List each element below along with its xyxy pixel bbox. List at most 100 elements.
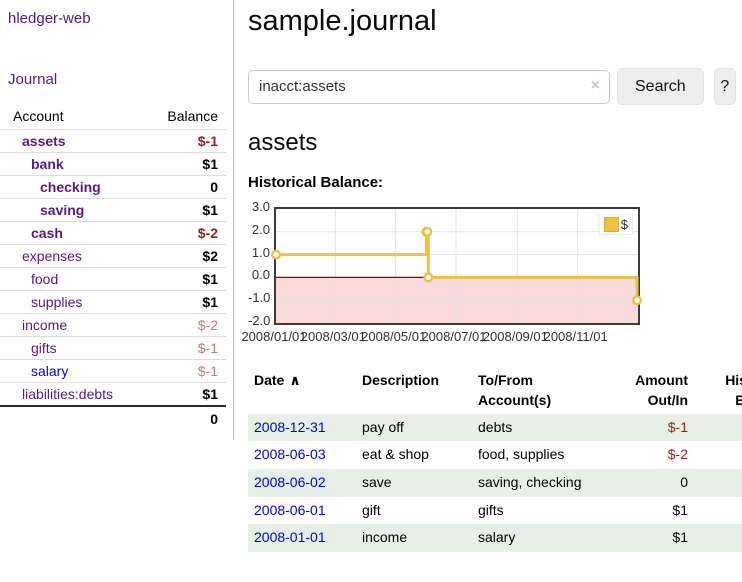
search-bar: × Search ? [248,68,736,105]
transaction-amount: $1 [672,501,688,518]
chart-plot: $ [271,207,643,325]
transaction-row: 2008-12-31 pay off debts $-1 $-1 [248,413,742,442]
search-input[interactable] [248,69,610,104]
sidebar-item-journal[interactable]: Journal [8,71,58,88]
transaction-balance: 0 [694,441,742,469]
transaction-date-link[interactable]: 2008-01-01 [254,529,326,546]
x-axis-tick-label: 2008/07/01 [421,329,487,344]
legend-swatch-icon [603,217,619,232]
transaction-amount: 0 [680,473,688,490]
x-axis-tick-label: 2008/05/01 [361,329,427,344]
clear-search-icon[interactable]: × [590,76,600,94]
sidebar-account-salary[interactable]: salary [31,363,69,379]
chart-title: Historical Balance: [248,174,384,191]
y-axis-tick-label: -2.0 [248,313,271,328]
historical-balance-chart: $ 3.0 2.0 1.0 0.0 -1.0 -2.0 2008/01/01 2008/03/… [241,199,648,352]
sidebar-account-assets[interactable]: assets [22,133,66,149]
transaction-balance: $1 [694,524,742,552]
transaction-accounts: debts [478,418,513,435]
app-title-link[interactable]: hledger-web [8,10,91,27]
sidebar-account-expenses[interactable]: expenses [22,248,82,264]
account-row: salary $-1 [0,359,226,383]
sidebar-account-saving[interactable]: saving [40,202,85,218]
data-point-marker [423,272,434,283]
column-header-date[interactable]: Date ∧ [254,372,301,388]
help-button[interactable]: ? [713,68,736,105]
transaction-row: 2008-06-01 gift gifts $1 $2 [248,497,742,525]
account-row: cash $-2 [0,221,226,245]
accounts-header-balance: Balance [167,108,218,124]
transaction-balance: $-1 [694,414,742,442]
account-row: food $1 [0,267,226,291]
sort-ascending-icon[interactable]: ∧ [289,372,301,388]
sidebar-account-bank[interactable]: bank [31,156,64,172]
x-axis-tick-label: 2008/01/01 [241,329,307,344]
sidebar-account-liabilities-debts[interactable]: liabilities:debts [22,386,114,402]
data-point-marker [271,249,281,260]
transaction-description: eat & shop [362,446,429,463]
sidebar-account-income[interactable]: income [22,317,68,333]
x-axis-tick-label: 2008/03/01 [300,329,366,344]
sidebar-accounts-body: assets $-1 bank $1 checking 0 saving $1 cash $-2 e… [0,129,226,407]
account-balance: $1 [202,156,218,172]
sidebar-account-checking[interactable]: checking [40,179,101,195]
y-axis-tick-label: 1.0 [251,244,270,260]
data-point-marker [632,295,643,306]
transactions-header-row: Date ∧ Description To/From Account(s) Amount O… [248,367,742,414]
chart-canvas [271,209,643,323]
accounts-header-row: Account Balance [0,105,226,130]
y-axis-tick-label: 2.0 [251,221,270,237]
account-balance: $-1 [197,340,218,356]
accounts-total-value: 0 [0,405,226,431]
transactions-table: Date ∧ Description To/From Account(s) Amount O… [248,367,742,553]
transaction-description: income [362,529,408,546]
data-point-marker [422,226,433,237]
account-balance: $1 [202,386,218,402]
sidebar-account-cash[interactable]: cash [31,225,63,241]
x-axis-tick-label: 2008/11/01 [543,329,608,344]
account-row: liabilities:debts $1 [0,382,226,407]
sidebar-account-gifts[interactable]: gifts [31,340,57,356]
y-axis-tick-label: 0.0 [251,267,270,283]
transaction-amount: $1 [672,529,688,546]
accounts-header-account: Account [13,108,64,124]
sidebar-account-supplies[interactable]: supplies [31,294,83,310]
transaction-description: pay off [362,418,404,435]
account-row: supplies $1 [0,290,226,314]
transaction-amount: $-2 [667,446,688,463]
account-row: saving $1 [0,198,226,222]
search-button[interactable]: Search [617,68,704,105]
transaction-accounts: gifts [478,501,504,518]
account-balance: $-2 [197,225,218,241]
transaction-row: 2008-06-03 eat & shop food, supplies $-2 0 [248,441,742,469]
y-axis-tick-label: -1.0 [248,290,271,306]
account-row: gifts $-1 [0,336,226,360]
column-header-tofrom: To/From Account(s) [478,372,552,409]
transaction-amount: $-1 [667,418,688,435]
account-balance: $1 [202,294,218,310]
account-row: income $-2 [0,313,226,337]
chart-legend: $ [598,214,633,235]
account-balance: $2 [202,248,218,264]
account-balance: $-1 [197,133,218,149]
transaction-row: 2008-01-01 income salary $1 $1 [248,524,742,553]
transaction-accounts: saving, checking [478,473,582,490]
column-header-description: Description [362,372,440,388]
account-balance: $-2 [197,317,218,333]
transaction-date-link[interactable]: 2008-12-31 [254,418,326,435]
transaction-description: save [362,473,392,490]
account-balance: $1 [202,202,218,218]
transaction-date-link[interactable]: 2008-06-03 [254,446,326,463]
transaction-date-link[interactable]: 2008-06-02 [254,473,326,490]
page-title: sample.journal [248,5,437,37]
transactions-body: 2008-12-31 pay off debts $-1 $-1 2008-06-03 ea… [248,413,742,553]
transaction-description: gift [362,501,381,518]
sidebar-account-food[interactable]: food [31,271,59,287]
transaction-date-link[interactable]: 2008-06-01 [254,501,326,518]
y-axis-tick-label: 3.0 [251,199,270,214]
transaction-row: 2008-06-02 save saving, checking 0 $2 [248,468,742,497]
column-header-amount: Amount Out/In [635,372,688,409]
accounts-total-row: 0 [0,405,226,431]
transaction-accounts: salary [478,529,516,546]
